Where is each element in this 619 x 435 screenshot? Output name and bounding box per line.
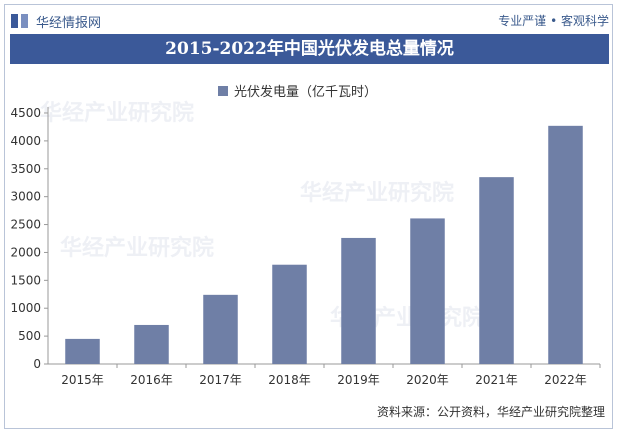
legend: 光伏发电量（亿千瓦时） [218,81,377,100]
bar-2016年 [134,324,169,364]
chart-frame [4,4,613,429]
chart-title: 2015-2022年中国光伏发电总量情况 [10,34,609,64]
header: 华经情报网 专业严谨 • 客观科学 [10,10,609,32]
legend-swatch [218,85,228,96]
bar-2022年 [548,125,583,364]
brand-logo-icon [11,14,28,28]
watermark: 华经产业研究院 [300,181,455,206]
x-tick-label: 2022年 [544,373,587,387]
y-tick-label: 1000 [10,301,41,315]
watermark: 华经产业研究院 [40,101,195,126]
x-tick-label: 2019年 [337,373,380,387]
x-tick-label: 2015年 [61,373,104,387]
source-note: 资料来源：公开资料，华经产业研究院整理 [376,405,605,419]
bar-2017年 [203,294,238,364]
y-tick-label: 500 [18,329,41,343]
watermark: 华经产业研究院 [60,236,215,261]
y-tick-label: 3500 [10,162,41,176]
x-tick-label: 2016年 [130,373,173,387]
bar-2020年 [410,218,445,364]
y-tick-label: 4500 [10,106,41,120]
y-tick-label: 3000 [10,190,41,204]
legend-label: 光伏发电量（亿千瓦时） [234,85,378,100]
brand: 华经情报网 [10,12,102,31]
bar-2015年 [65,338,100,364]
y-tick-label: 2000 [10,245,41,259]
bar-2018年 [272,264,307,364]
y-tick-label: 0 [33,357,41,371]
bar-2021年 [479,177,514,364]
y-tick-label: 2500 [10,218,41,232]
y-tick-label: 4000 [10,134,41,148]
x-tick-label: 2017年 [199,373,242,387]
x-tick-label: 2021年 [475,373,518,387]
slogan: 专业严谨 • 客观科学 [498,14,609,28]
bar-2019年 [341,237,376,364]
x-tick-label: 2020年 [406,373,449,387]
brand-name: 华经情报网 [36,15,102,31]
x-tick-label: 2018年 [268,373,311,387]
y-tick-label: 1500 [10,273,41,287]
